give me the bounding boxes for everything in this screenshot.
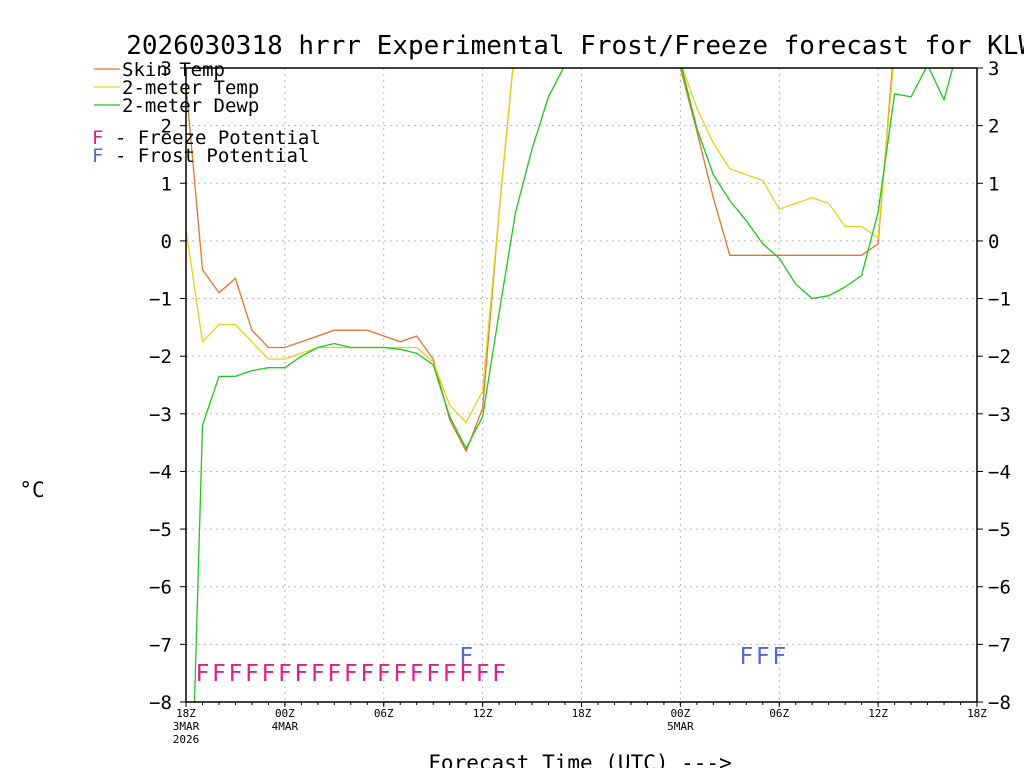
freeze-flag: F: [327, 661, 341, 687]
freeze-flag: F: [360, 661, 374, 687]
y-tick-label: −2: [149, 346, 172, 368]
legend-flag-char: F: [92, 127, 103, 149]
legend-flag-label: F - Frost Potential: [92, 145, 309, 167]
x-tick-label: 06Z: [374, 707, 394, 720]
x-tick-label: 12Z: [868, 707, 888, 720]
freeze-flag: F: [443, 661, 457, 687]
y-tick-label: 1: [161, 173, 172, 195]
y-tick-label-right: −3: [988, 404, 1011, 426]
legend-flag-text: - Freeze Potential: [103, 127, 320, 149]
freeze-flag: F: [393, 661, 407, 687]
freeze-flag: F: [229, 661, 243, 687]
x-tick-label: 06Z: [769, 707, 789, 720]
x-tick-date: 5MAR: [667, 720, 694, 733]
y-tick-label-right: 3: [988, 58, 999, 80]
y-tick-label: −6: [149, 577, 172, 599]
axis-ticks: −8 −8 −7 −7 −6 −6 −5 −5 −4 −4 −3 −3 −2 −2 −1 −1 0 0 1 1 2 2 3 3…: [149, 58, 1011, 746]
series-lines: [186, 68, 954, 702]
freeze-flag: F: [212, 661, 226, 687]
x-tick-label: 18Z: [176, 707, 196, 720]
series-2-meter-temp: [186, 68, 514, 424]
legend-label: 2-meter Dewp: [122, 95, 259, 117]
grid: [186, 68, 977, 702]
x-tick-label: 00Z: [275, 707, 295, 720]
y-tick-label: −7: [149, 634, 172, 656]
series-skin-temp: [679, 68, 893, 256]
legend-label: Skin Temp: [122, 59, 225, 81]
frost-flag: F: [459, 644, 473, 670]
freeze-flag: F: [410, 661, 424, 687]
x-tick-label: 00Z: [670, 707, 690, 720]
x-axis-label: Forecast Time (UTC) --->: [428, 751, 731, 768]
freeze-flag: F: [492, 661, 506, 687]
series-2-meter-temp: [681, 68, 894, 240]
freeze-flag: F: [476, 661, 490, 687]
y-tick-label-right: 2: [988, 116, 999, 138]
freeze-flag: F: [261, 661, 275, 687]
legend-flag-label: F - Freeze Potential: [92, 127, 321, 149]
legend-flag-text: - Frost Potential: [103, 145, 309, 167]
y-tick-label: 0: [161, 231, 172, 253]
legend-label: 2-meter Temp: [122, 77, 259, 99]
y-tick-label-right: −7: [988, 634, 1011, 656]
frost-flag: F: [739, 644, 753, 670]
series-2-meter-dewp: [681, 68, 954, 300]
freeze-flag: F: [344, 661, 358, 687]
y-tick-label: −5: [149, 519, 172, 541]
y-tick-label: 2: [161, 116, 172, 138]
legend-flag-char: F: [92, 145, 103, 167]
freeze-flag: F: [426, 661, 440, 687]
freeze-flag: F: [459, 661, 473, 687]
y-tick-label: −1: [149, 289, 172, 311]
y-tick-label-right: 0: [988, 231, 999, 253]
y-tick-label-right: −5: [988, 519, 1011, 541]
chart-title: 2026030318 hrrr Experimental Frost/Freez…: [126, 31, 1024, 61]
frost-flag: F: [772, 644, 786, 670]
x-tick-date: 4MAR: [272, 720, 299, 733]
y-tick-label: −3: [149, 404, 172, 426]
y-tick-label-right: −1: [988, 289, 1011, 311]
freeze-flag: F: [377, 661, 391, 687]
x-tick-label: 18Z: [572, 707, 592, 720]
x-tick-label: 18Z: [967, 707, 987, 720]
frost-freeze-flags: F F F F F F F F F F F F F F F F F F FF F F F: [196, 644, 787, 687]
x-tick-date: 3MAR: [173, 720, 200, 733]
freeze-flag: F: [196, 661, 210, 687]
freeze-flag: F: [245, 661, 259, 687]
freeze-flag: F: [311, 661, 325, 687]
y-tick-label-right: −6: [988, 577, 1011, 599]
x-tick-label: 12Z: [473, 707, 493, 720]
y-tick-label-right: −8: [988, 692, 1011, 714]
y-tick-label-right: 1: [988, 173, 999, 195]
x-tick-year: 2026: [173, 733, 200, 746]
series-2-meter-dewp: [193, 68, 565, 702]
y-tick-label-right: −4: [988, 461, 1011, 483]
y-tick-label-right: −2: [988, 346, 1011, 368]
freeze-flag: F: [278, 661, 292, 687]
freeze-flag: F: [294, 661, 308, 687]
frost-flag: F: [756, 644, 770, 670]
series-skin-temp: [186, 68, 514, 453]
y-tick-label: 3: [161, 58, 172, 80]
y-tick-label: −8: [149, 692, 172, 714]
y-axis-label: °C: [19, 478, 44, 502]
y-tick-label: −4: [149, 461, 172, 483]
